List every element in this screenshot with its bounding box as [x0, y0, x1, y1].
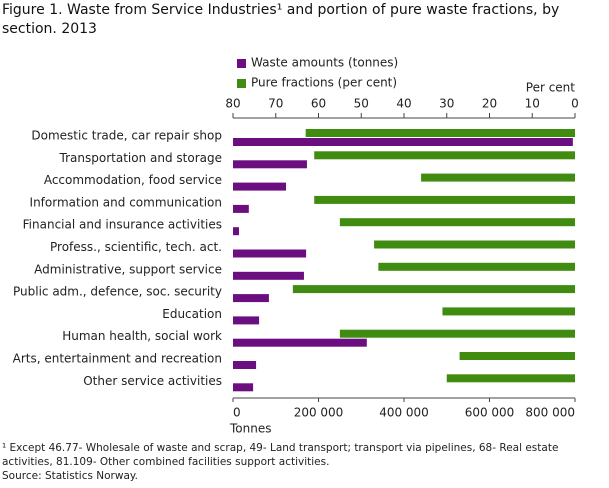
- y-tick-label: Other service activities: [83, 374, 222, 388]
- bar: [305, 129, 575, 137]
- bar: [233, 383, 254, 392]
- x2-tick-label: 70: [268, 97, 283, 111]
- bar: [233, 361, 257, 369]
- bar: [442, 307, 575, 316]
- x-axis-label: Tonnes: [229, 422, 271, 436]
- y-tick-label: Domestic trade, car repair shop: [31, 129, 222, 143]
- bar: [314, 195, 575, 204]
- x2-tick-label: 30: [439, 97, 454, 111]
- legend-label: Pure fractions (per cent): [251, 76, 397, 90]
- x-tick-label: 600 000: [465, 406, 515, 420]
- chart-title: Figure 1. Waste from Service Industries¹…: [2, 2, 560, 37]
- x-tick-label: 400 000: [379, 406, 429, 420]
- bar: [233, 227, 239, 236]
- bar: [233, 138, 573, 146]
- bar: [446, 374, 575, 383]
- bar: [339, 329, 575, 338]
- x2-tick-label: 40: [396, 97, 411, 111]
- y-tick-label: Human health, social work: [62, 329, 222, 343]
- y-tick-label: Transportation and storage: [59, 151, 222, 165]
- bar: [292, 285, 575, 294]
- bar: [459, 352, 575, 360]
- bar: [233, 271, 304, 280]
- legend-label: Waste amounts (tonnes): [251, 56, 398, 70]
- y-tick-label: Financial and insurance activities: [23, 218, 222, 232]
- bar: [421, 173, 575, 182]
- source: Source: Statistics Norway.: [2, 470, 138, 482]
- bar: [233, 316, 260, 325]
- y-tick-label: Education: [162, 307, 222, 321]
- bar: [233, 338, 367, 347]
- x2-tick-label: 20: [482, 97, 497, 111]
- x2-tick-label: 60: [311, 97, 326, 111]
- bar: [233, 204, 249, 213]
- bar: [233, 294, 269, 303]
- footnotes: ¹ Except 46.77- Wholesale of waste and s…: [2, 441, 602, 483]
- x-tick-label: 800 000: [525, 406, 575, 420]
- x2-tick-label: 50: [354, 97, 369, 111]
- x-tick-label: 200 000: [294, 406, 344, 420]
- bar: [374, 240, 575, 249]
- x2-tick-label: 0: [571, 97, 579, 111]
- footnote: ¹ Except 46.77- Wholesale of waste and s…: [2, 442, 559, 468]
- y-tick-label: Accommodation, food service: [44, 173, 222, 187]
- chart: Per cent Tonnes 0 200 000 400 000 600 000 80…: [13, 56, 579, 436]
- y-tick-label: Public adm., defence, soc. security: [13, 285, 222, 299]
- x2-axis-label: Per cent: [526, 81, 576, 95]
- bar: [314, 151, 575, 160]
- y-tick-label: Administrative, support service: [34, 262, 222, 276]
- x2-tick-label: 80: [225, 97, 240, 111]
- bar: [233, 249, 307, 258]
- legend-swatch: [237, 79, 246, 88]
- bar: [233, 160, 307, 169]
- y-tick-label: Arts, entertainment and recreation: [13, 352, 222, 366]
- y-tick-label: Information and communication: [30, 195, 222, 209]
- bar: [378, 262, 575, 271]
- legend-swatch: [237, 59, 246, 68]
- bar: [339, 218, 575, 227]
- x2-tick-label: 10: [525, 97, 540, 111]
- x-tick-label: 0: [233, 406, 241, 420]
- bar: [233, 182, 287, 191]
- y-tick-label: Profess., scientific, tech. act.: [50, 240, 222, 254]
